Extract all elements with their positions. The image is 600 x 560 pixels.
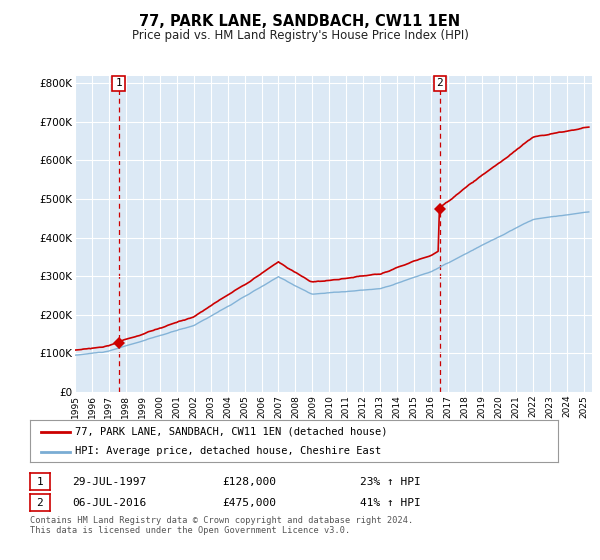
Text: £128,000: £128,000: [222, 477, 276, 487]
Text: 77, PARK LANE, SANDBACH, CW11 1EN: 77, PARK LANE, SANDBACH, CW11 1EN: [139, 14, 461, 29]
Text: 29-JUL-1997: 29-JUL-1997: [72, 477, 146, 487]
Text: 2: 2: [436, 78, 443, 88]
Text: HPI: Average price, detached house, Cheshire East: HPI: Average price, detached house, Ches…: [75, 446, 381, 456]
Text: 1: 1: [115, 78, 122, 88]
Text: 2: 2: [37, 498, 43, 508]
Text: Contains HM Land Registry data © Crown copyright and database right 2024.
This d: Contains HM Land Registry data © Crown c…: [30, 516, 413, 535]
Text: Price paid vs. HM Land Registry's House Price Index (HPI): Price paid vs. HM Land Registry's House …: [131, 29, 469, 42]
Text: 41% ↑ HPI: 41% ↑ HPI: [360, 498, 421, 508]
Text: £475,000: £475,000: [222, 498, 276, 508]
Text: 23% ↑ HPI: 23% ↑ HPI: [360, 477, 421, 487]
Text: 06-JUL-2016: 06-JUL-2016: [72, 498, 146, 508]
Text: 77, PARK LANE, SANDBACH, CW11 1EN (detached house): 77, PARK LANE, SANDBACH, CW11 1EN (detac…: [75, 427, 388, 437]
Text: 1: 1: [37, 477, 43, 487]
